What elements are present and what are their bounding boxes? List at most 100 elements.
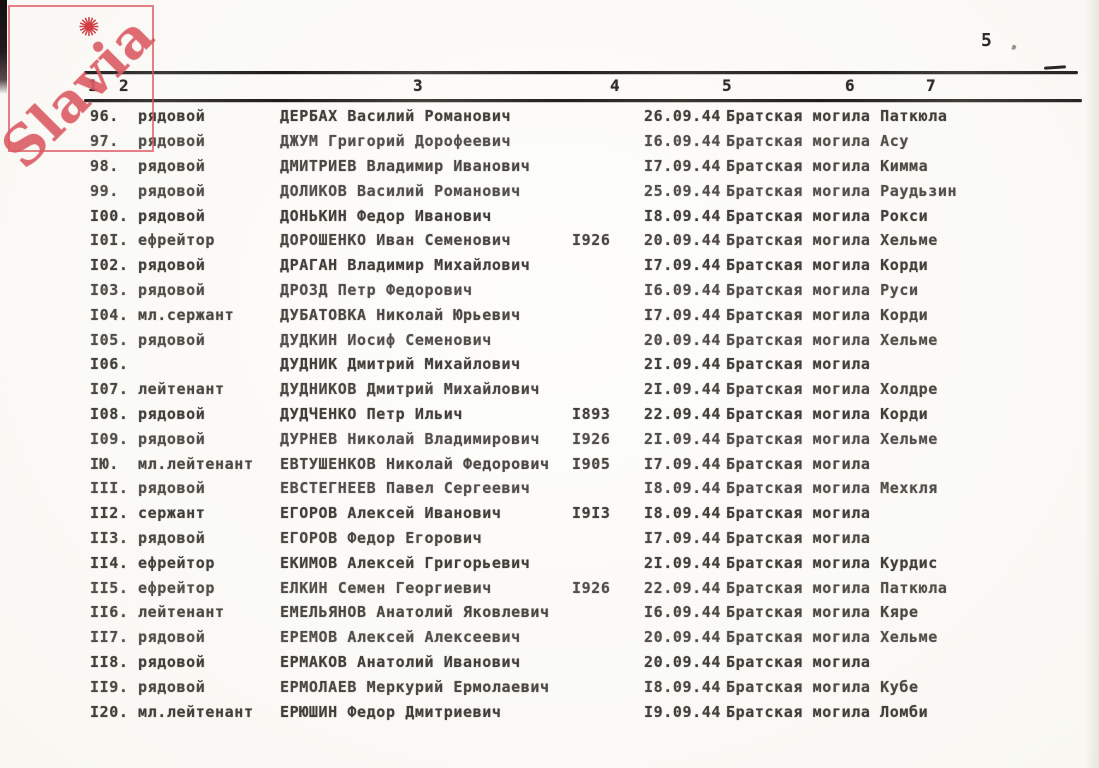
table-row: II5. ефрейтор ЕЛКИН Семен Георгиевич I926 22… [90,575,1080,600]
cell-num: 99. [90,181,119,200]
cell-rank: рядовой [138,528,206,547]
cell-num: I03. [90,280,129,299]
cell-num: II9. [90,677,129,696]
table-row: II7. рядовой ЕРЕМОВ Алексей Алексеевич 20.0… [90,625,1080,650]
cell-date: I6.09.44 [644,280,722,299]
cell-date: 20.09.44 [644,652,722,671]
cell-rank: мл.лейтенант [138,702,254,721]
cell-num: IЮ. [90,454,119,473]
table-row: III. рядовой ЕВСТЕГНЕЕВ Павел Сергеевич I8.… [90,476,1080,501]
cell-place: Братская могила Рокси [726,206,929,225]
cell-rank: рядовой [138,107,206,126]
cell-num: I06. [90,355,129,374]
cell-name: ЕРМОЛАЕВ Меркурий Ермолаевич [280,677,550,696]
table-row: I06. ДУДНИК Дмитрий Михайлович 2I.09.44 Бра… [90,352,1080,377]
cell-place: Братская могила Паткюла [726,578,948,597]
cell-rank: рядовой [138,628,206,647]
cell-rank: мл.лейтенант [138,454,254,473]
cell-place: Братская могила Паткюла [726,107,948,126]
table-row: I07. лейтенант ДУДНИКОВ Дмитрий Михайлович… [90,377,1080,402]
cell-date: 2I.09.44 [644,429,722,448]
cell-rank: рядовой [138,156,206,175]
cell-rank: лейтенант [138,380,225,399]
column-header-3: 3 [413,76,424,95]
cell-rank: рядовой [138,677,206,696]
cell-place: Братская могила Корди [726,305,929,324]
cell-date: I7.09.44 [644,256,722,275]
cell-place: Братская могила Мехкля [726,479,938,498]
cell-place: Братская могила Асу [726,132,909,151]
cell-date: 2I.09.44 [644,355,722,374]
cell-num: 96. [90,107,119,126]
ink-speck [1011,44,1017,51]
cell-place: Братская могила Ломби [726,702,929,721]
cell-rank: рядовой [138,429,206,448]
table-row: II3. рядовой ЕГОРОВ Федор Егорович I7.09.44… [90,526,1080,551]
cell-name: ДРОЗД Петр Федорович [280,280,473,299]
cell-place: Братская могила [726,454,871,473]
cell-place: Братская могила Холдре [726,380,938,399]
column-header-2: 2 [119,76,130,95]
cell-num: II7. [90,628,129,647]
table-row: I00. рядовой ДОНЬКИН Федор Иванович I8.09.4… [90,203,1080,228]
table-row: II9. рядовой ЕРМОЛАЕВ Меркурий Ермолаевич I… [90,674,1080,699]
table-row: 99. рядовой ДОЛИКОВ Василий Романович 25.09… [90,178,1080,203]
table-row: I04. мл.сержант ДУБАТОВКА Николай Юрьевич I… [90,302,1080,327]
cell-date: I7.09.44 [644,528,722,547]
cell-name: ДЕРБАХ Василий Романович [280,107,512,126]
table-row: IЮ. мл.лейтенант ЕВТУШЕНКОВ Николай Федоро… [90,451,1080,476]
cell-num: I0I. [90,231,129,250]
cell-name: ДУДКИН Иосиф Семенович [280,330,492,349]
cell-date: I6.09.44 [644,132,722,151]
sun-icon: ✺ [78,13,100,43]
cell-num: I09. [90,429,129,448]
cell-date: I8.09.44 [644,677,722,696]
cell-rank: рядовой [138,330,206,349]
cell-place: Братская могила Руси [726,280,919,299]
cell-rank: ефрейтор [138,578,216,597]
cell-year: I926 [572,578,611,597]
cell-num: III. [90,479,129,498]
column-header-row: 1 2 3 4 5 6 7 [0,76,1099,98]
cell-name: ЕМЕЛЬЯНОВ Анатолий Яковлевич [280,603,550,622]
cell-place: Братская могила Кубе [726,677,919,696]
cell-date: I9.09.44 [644,702,722,721]
cell-date: 22.09.44 [644,404,722,423]
cell-name: ДМИТРИЕВ Владимир Иванович [280,156,531,175]
cell-place: Братская могила Хельме [726,628,938,647]
cell-rank: рядовой [138,479,206,498]
table-row: II2. сержант ЕГОРОВ Алексей Иванович I9I3 I8… [90,501,1080,526]
table-row: I03. рядовой ДРОЗД Петр Федорович I6.09.44 Б… [90,278,1080,303]
cell-rank: рядовой [138,652,206,671]
cell-name: ДОНЬКИН Федор Иванович [280,206,492,225]
cell-name: ЕРМАКОВ Анатолий Иванович [280,652,521,671]
cell-date: 25.09.44 [644,181,722,200]
cell-num: II2. [90,504,129,523]
cell-place: Братская могила [726,504,871,523]
cell-place: Братская могила Раудьзин [726,181,958,200]
table-header-rule [84,99,1082,102]
cell-rank: сержант [138,504,206,523]
cell-name: ДУДНИК Дмитрий Михайлович [280,355,521,374]
cell-date: I7.09.44 [644,454,722,473]
cell-date: 2I.09.44 [644,553,722,572]
cell-rank: рядовой [138,280,206,299]
cell-place: Братская могила Корди [726,404,929,423]
cell-name: ЕГОРОВ Алексей Иванович [280,504,502,523]
cell-place: Братская могила [726,528,871,547]
cell-place: Братская могила Курдис [726,553,938,572]
cell-date: 20.09.44 [644,231,722,250]
cell-place: Братская могила [726,355,871,374]
cell-rank: рядовой [138,404,206,423]
table-row: I09. рядовой ДУРНЕВ Николай Владимирович I9… [90,426,1080,451]
cell-year: I926 [572,429,611,448]
rule-tip-mark [1043,65,1067,70]
table-top-rule [84,71,1078,74]
cell-rank: рядовой [138,256,206,275]
cell-num: II5. [90,578,129,597]
cell-rank: ефрейтор [138,553,216,572]
scan-edge-artifact [0,0,7,94]
page-number: 5 [981,30,993,51]
cell-date: I8.09.44 [644,206,722,225]
